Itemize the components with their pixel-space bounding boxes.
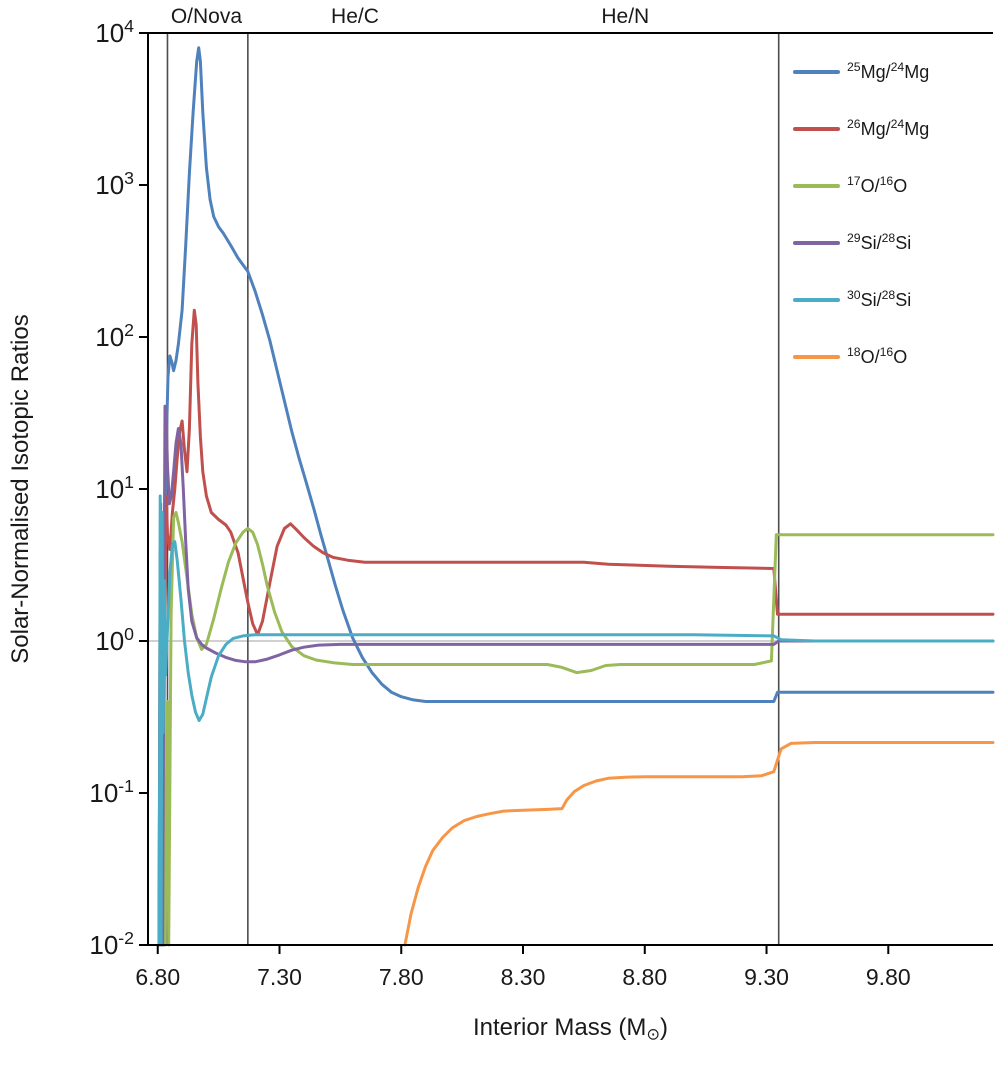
series-line-18O-16O xyxy=(403,741,995,947)
legend-label-30Si-28Si: 30Si/28Si xyxy=(847,288,911,310)
x-tick-label: 7.30 xyxy=(257,964,302,990)
region-label: O/Nova xyxy=(171,5,243,28)
y-tick-label: 102 xyxy=(95,320,134,352)
series-line-25Mg-24Mg xyxy=(157,46,995,947)
legend-label-26Mg-24Mg: 26Mg/24Mg xyxy=(847,117,929,139)
x-tick-label: 9.30 xyxy=(744,964,789,990)
x-tick-label: 6.80 xyxy=(135,964,180,990)
y-tick-label: 100 xyxy=(95,624,134,656)
x-tick-label: 8.30 xyxy=(501,964,546,990)
y-tick-label: 101 xyxy=(95,472,134,504)
y-tick-label: 10-1 xyxy=(89,776,134,808)
region-label: He/N xyxy=(601,5,649,28)
region-boundaries xyxy=(166,33,780,945)
x-axis-title: Interior Mass (M⊙) xyxy=(473,1014,668,1043)
legend-label-25Mg-24Mg: 25Mg/24Mg xyxy=(847,60,929,82)
legend: 25Mg/24Mg 26Mg/24Mg 17O/16O 29Si/28Si 30Si/2… xyxy=(793,60,929,367)
legend-label-17O-16O: 17O/16O xyxy=(847,174,907,196)
region-labels: O/Nova He/C He/N xyxy=(171,5,649,28)
x-tick-label: 8.80 xyxy=(622,964,667,990)
y-axis-title: Solar-Normalised Isotopic Ratios xyxy=(7,314,34,663)
series-line-30Si-28Si xyxy=(157,494,995,947)
region-label: He/C xyxy=(331,5,379,28)
legend-label-18O-16O: 18O/16O xyxy=(847,345,907,367)
series-lines xyxy=(157,46,995,947)
series-line-17O-16O xyxy=(160,511,995,947)
x-tick-label: 7.80 xyxy=(379,964,424,990)
x-tick-label: 9.80 xyxy=(866,964,911,990)
axes xyxy=(147,32,993,946)
legend-label-29Si-28Si: 29Si/28Si xyxy=(847,231,911,253)
series-line-29Si-28Si xyxy=(158,404,995,947)
y-tick-label: 103 xyxy=(95,168,134,200)
y-tick-label: 10-2 xyxy=(89,928,134,960)
y-axis-ticks: 104 103 102 101 100 10-1 10-2 xyxy=(89,16,148,960)
x-axis-ticks: 6.80 7.30 7.80 8.30 8.80 9.30 9.80 xyxy=(135,945,911,990)
y-tick-label: 104 xyxy=(95,16,134,48)
